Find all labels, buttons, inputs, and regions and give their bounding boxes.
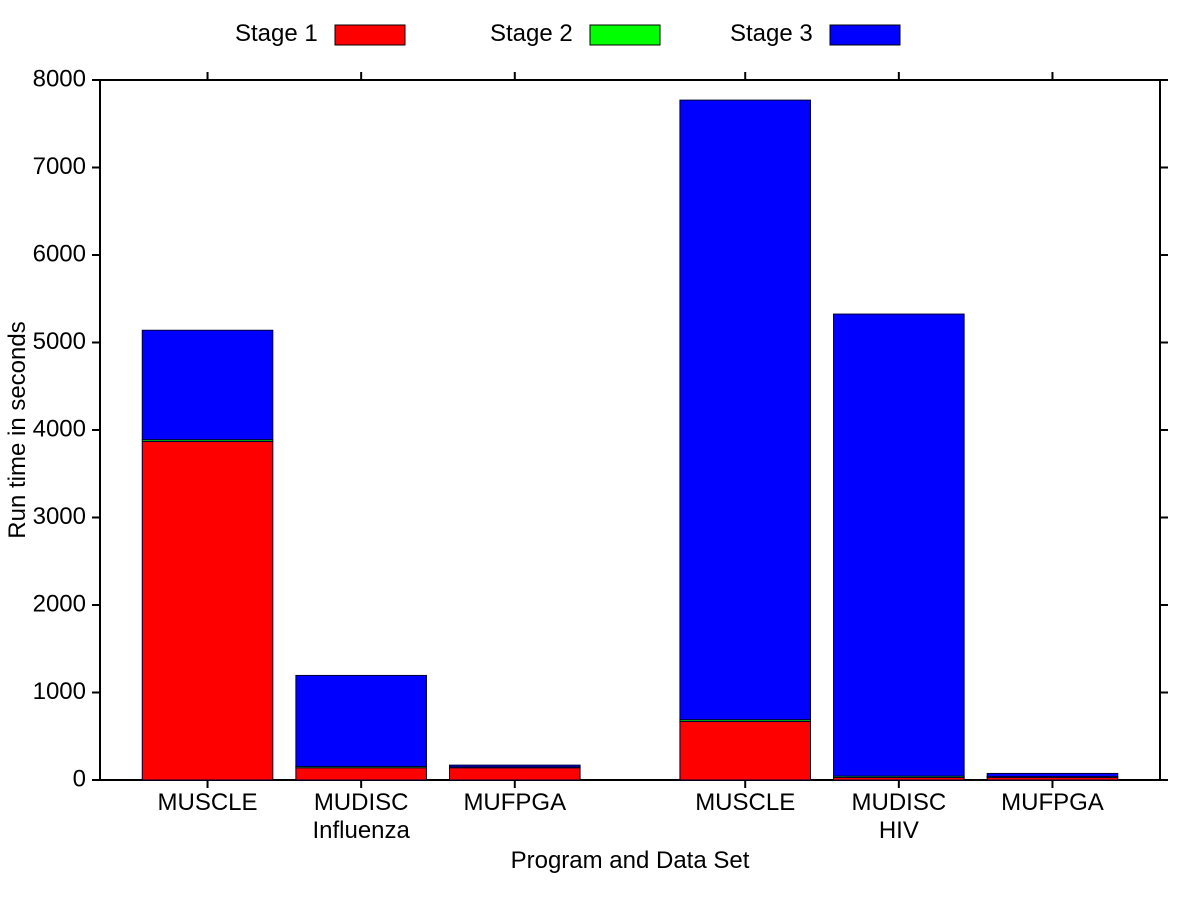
bar-stage3 <box>449 765 580 767</box>
y-tick-label: 8000 <box>33 65 86 92</box>
x-category-label: MUFPGA <box>1001 789 1104 816</box>
legend-swatch <box>335 25 405 45</box>
y-tick-label: 4000 <box>33 415 86 442</box>
y-tick-label: 7000 <box>33 153 86 180</box>
y-tick-label: 1000 <box>33 678 86 705</box>
x-category-label: MUSCLE <box>158 789 258 816</box>
bar-stage3 <box>142 330 273 439</box>
bar-stage3 <box>987 773 1118 776</box>
y-tick-label: 3000 <box>33 503 86 530</box>
x-group-label: Influenza <box>312 817 410 844</box>
y-tick-label: 2000 <box>33 590 86 617</box>
legend-swatch <box>590 25 660 45</box>
bar-stage3 <box>296 675 427 766</box>
y-tick-label: 0 <box>73 765 86 792</box>
bar-stage1 <box>142 441 273 780</box>
legend-label: Stage 3 <box>730 20 813 47</box>
bar-stage3 <box>680 100 811 720</box>
legend-label: Stage 2 <box>490 20 573 47</box>
x-category-label: MUFPGA <box>463 789 566 816</box>
bar-stage1 <box>296 768 427 780</box>
legend-label: Stage 1 <box>235 20 318 47</box>
x-group-label: HIV <box>879 817 919 844</box>
chart-container: 0 1000 2000 3000 4000 5000 6000 7000 8000 Run tim… <box>0 0 1200 900</box>
x-category-label: MUDISC <box>852 789 947 816</box>
x-axis-label: Program and Data Set <box>511 847 750 874</box>
bar-stage1 <box>449 768 580 780</box>
legend-swatch <box>830 25 900 45</box>
stacked-bar-chart: 0 1000 2000 3000 4000 5000 6000 7000 8000 Run tim… <box>0 0 1200 900</box>
y-axis-label: Run time in seconds <box>4 321 31 538</box>
bar-stage1 <box>680 721 811 780</box>
bar-stage3 <box>834 314 965 776</box>
y-tick-label: 6000 <box>33 240 86 267</box>
x-category-label: MUSCLE <box>695 789 795 816</box>
y-tick-label: 5000 <box>33 328 86 355</box>
x-category-label: MUDISC <box>314 789 409 816</box>
